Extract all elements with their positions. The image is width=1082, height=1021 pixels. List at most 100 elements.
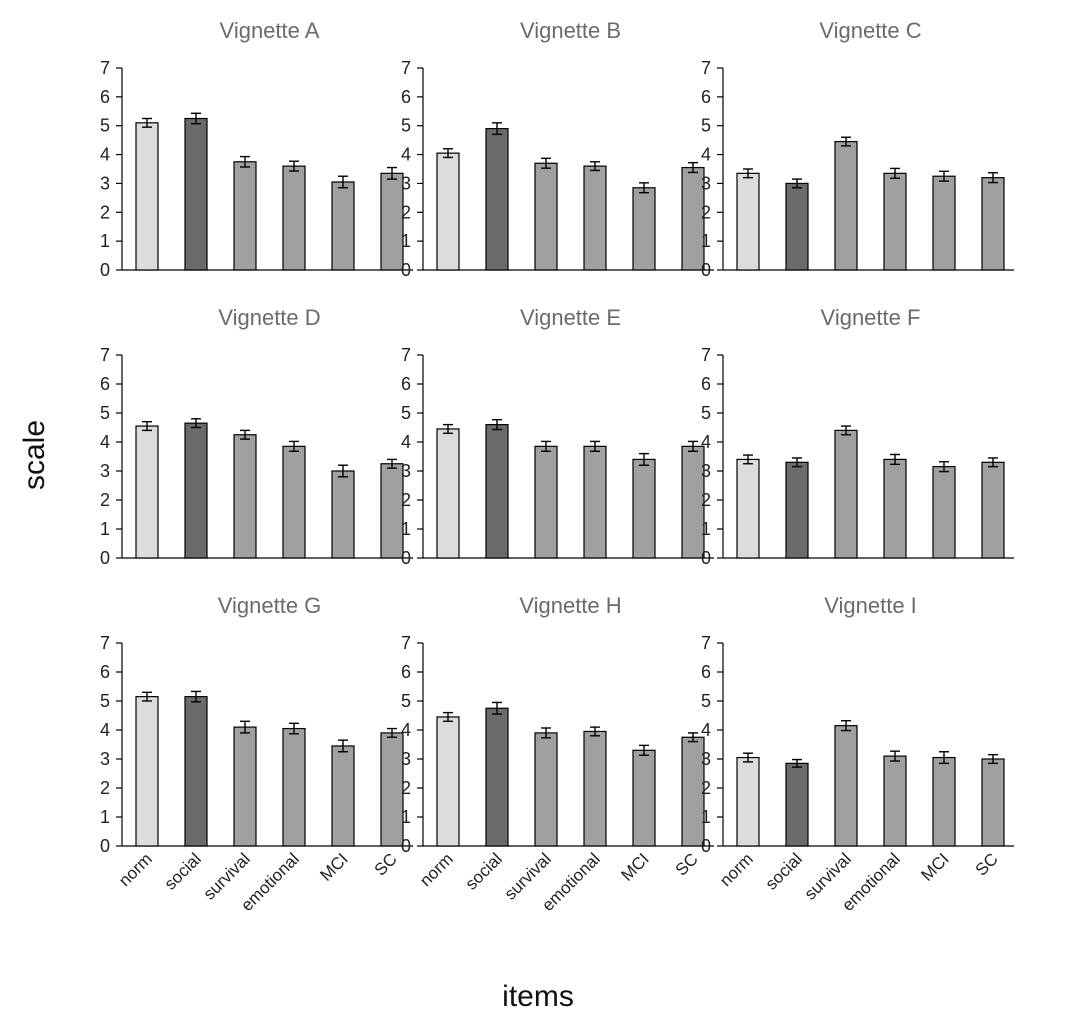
panel-c: Vignette C 0 1 2 3 4 5 6 7 (701, 18, 1014, 280)
y-tick-label: 5 (100, 403, 110, 423)
x-tick-label: SC (371, 849, 401, 879)
bar-social (785, 182, 809, 271)
y-tick-label: 4 (401, 432, 411, 452)
x-tick-label: SC (672, 849, 702, 879)
y-tick-label: 4 (701, 720, 711, 740)
y-tick-label: 3 (100, 173, 110, 193)
y-tick-label: 2 (401, 202, 411, 222)
bar-norm (736, 458, 760, 559)
y-tick-label: 5 (401, 691, 411, 711)
y-tick-label: 3 (701, 749, 711, 769)
y-tick-label: 7 (701, 58, 711, 78)
bar-emotional (583, 445, 607, 559)
panel-d: Vignette D 0 1 2 3 4 5 6 7 (100, 305, 413, 568)
x-tick-label: norm (716, 849, 757, 890)
y-tick-label: 3 (100, 461, 110, 481)
y-tick-label: 7 (701, 633, 711, 653)
bar-survival (233, 434, 257, 559)
bar-mci (932, 466, 956, 559)
x-tick-label: social (161, 849, 205, 893)
panel-title: Vignette A (220, 18, 320, 43)
y-tick-label: 6 (701, 87, 711, 107)
bar-norm (436, 152, 460, 271)
y-tick-label: 1 (701, 519, 711, 539)
y-tick-label: 1 (100, 519, 110, 539)
bar-social (184, 422, 208, 559)
panel-title: Vignette H (519, 593, 621, 618)
bar-emotional (883, 172, 907, 271)
y-tick-label: 5 (701, 116, 711, 136)
y-tick-label: 0 (401, 548, 411, 568)
y-tick-label: 1 (401, 519, 411, 539)
x-tick-label: social (762, 849, 806, 893)
y-tick-label: 1 (401, 231, 411, 251)
y-tick-label: 0 (401, 260, 411, 280)
bar-social (485, 128, 509, 271)
y-tick-label: 4 (701, 432, 711, 452)
bar-emotional (883, 755, 907, 847)
panel-title: Vignette G (218, 593, 322, 618)
y-tick-label: 6 (100, 374, 110, 394)
y-tick-label: 6 (701, 374, 711, 394)
y-tick-label: 4 (701, 145, 711, 165)
bar-sc (380, 732, 404, 847)
bar-norm (135, 696, 159, 847)
y-tick-label: 6 (401, 662, 411, 682)
bar-social (184, 696, 208, 847)
bar-social (785, 461, 809, 559)
x-tick-label: SC (972, 849, 1002, 879)
bar-emotional (282, 165, 306, 271)
bar-emotional (583, 165, 607, 271)
y-tick-label: 2 (701, 202, 711, 222)
bar-mci (331, 745, 355, 847)
x-tick-label: norm (115, 849, 156, 890)
y-tick-label: 4 (100, 720, 110, 740)
y-tick-label: 6 (401, 374, 411, 394)
bar-mci (331, 470, 355, 559)
bar-norm (736, 172, 760, 271)
bar-survival (834, 725, 858, 847)
y-tick-label: 1 (701, 231, 711, 251)
bar-norm (135, 425, 159, 559)
bar-emotional (282, 727, 306, 847)
y-tick-label: 7 (401, 345, 411, 365)
bar-social (485, 707, 509, 847)
y-tick-label: 3 (401, 173, 411, 193)
panel-title: Vignette E (520, 305, 621, 330)
bar-social (485, 424, 509, 559)
bar-norm (135, 122, 159, 271)
y-tick-label: 2 (701, 490, 711, 510)
y-tick-label: 0 (701, 260, 711, 280)
y-tick-label: 3 (100, 749, 110, 769)
y-tick-label: 2 (701, 778, 711, 798)
y-tick-label: 0 (401, 836, 411, 856)
y-tick-label: 5 (100, 691, 110, 711)
y-tick-label: 6 (401, 87, 411, 107)
bar-mci (632, 458, 656, 559)
panel-title: Vignette I (824, 593, 917, 618)
y-tick-label: 2 (100, 202, 110, 222)
y-tick-label: 5 (401, 116, 411, 136)
y-tick-label: 5 (100, 116, 110, 136)
bar-sc (981, 758, 1005, 847)
bar-mci (632, 187, 656, 271)
y-tick-label: 7 (100, 633, 110, 653)
bar-norm (436, 716, 460, 847)
bar-mci (932, 756, 956, 847)
panel-title: Vignette C (819, 18, 921, 43)
y-tick-label: 1 (100, 231, 110, 251)
y-tick-label: 6 (100, 87, 110, 107)
x-tick-label: norm (416, 849, 457, 890)
y-tick-label: 7 (701, 345, 711, 365)
x-tick-label: MCI (917, 849, 952, 884)
y-tick-label: 7 (401, 58, 411, 78)
y-tick-label: 5 (701, 691, 711, 711)
bar-survival (233, 161, 257, 271)
bar-survival (534, 732, 558, 847)
y-tick-label: 3 (401, 461, 411, 481)
bar-emotional (282, 445, 306, 559)
bar-survival (534, 445, 558, 559)
